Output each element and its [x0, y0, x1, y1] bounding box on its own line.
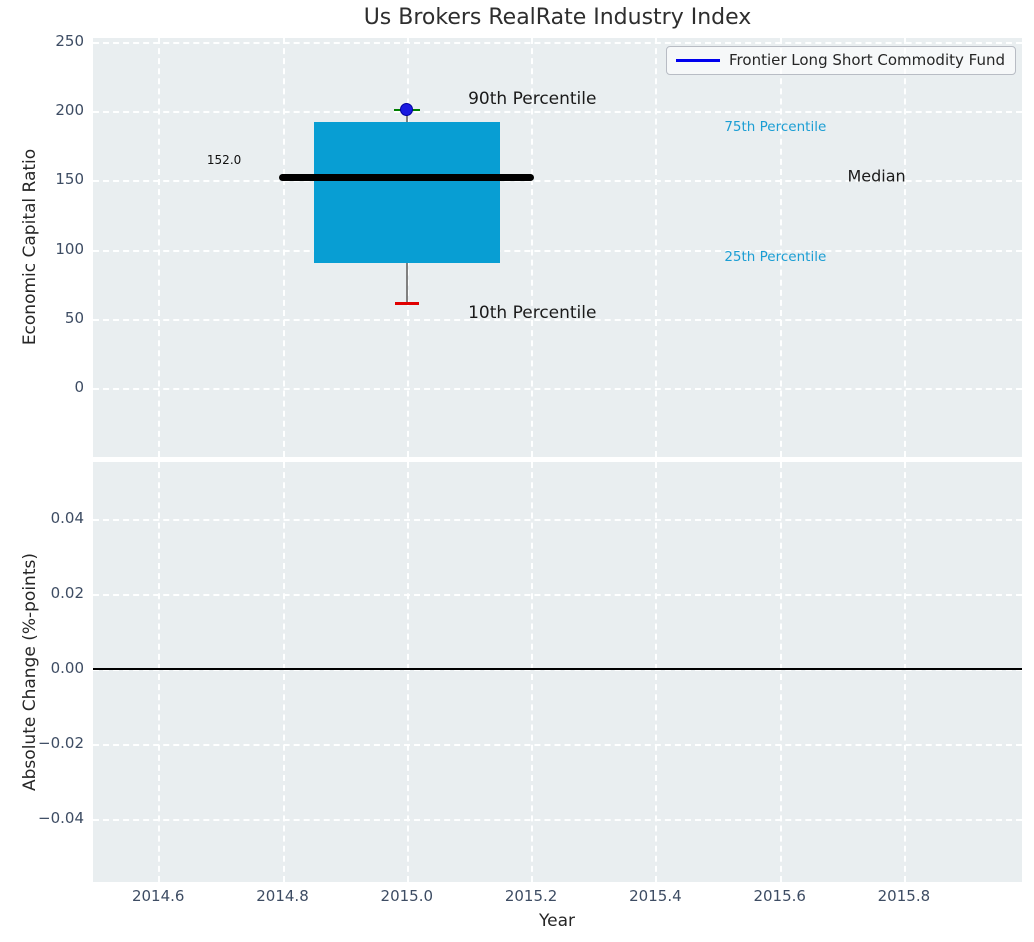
gridline-horizontal [93, 819, 1022, 821]
whisker-cap-lower [394, 302, 419, 305]
gridline-horizontal [93, 594, 1022, 596]
legend-label: Frontier Long Short Commodity Fund [729, 51, 1005, 69]
box-iqr [313, 121, 500, 264]
x-tick-label: 2014.6 [131, 887, 185, 905]
annotation-75th-percentile: 75th Percentile [724, 118, 827, 135]
gridline-horizontal [93, 42, 1022, 45]
gridline-horizontal [93, 744, 1022, 746]
gridline-vertical [903, 462, 906, 882]
gridline-vertical [406, 462, 409, 882]
chart-title: Us Brokers RealRate Industry Index [363, 5, 752, 30]
x-tick-label: 2015.0 [380, 887, 434, 905]
y-tick-label: 100 [55, 239, 84, 258]
gridline-vertical [779, 38, 782, 457]
y-tick-label: 200 [55, 101, 84, 120]
gridline-vertical [531, 462, 534, 882]
legend: Frontier Long Short Commodity Fund [666, 46, 1016, 75]
y-tick-label: 0 [74, 377, 84, 396]
gridline-horizontal [93, 111, 1022, 114]
x-tick-label: 2015.8 [877, 887, 931, 905]
gridline-horizontal [93, 180, 1022, 183]
gridline-vertical [655, 38, 658, 457]
annotation-median: Median [847, 166, 906, 186]
annotation-25th-percentile: 25th Percentile [724, 248, 827, 265]
gridline-horizontal [93, 318, 1022, 321]
y-tick-label: 150 [55, 170, 84, 189]
gridline-horizontal [93, 249, 1022, 252]
gridline-horizontal [93, 387, 1022, 390]
zero-line [93, 668, 1022, 670]
y-tick-label: −0.04 [38, 809, 84, 827]
gridline-vertical [158, 462, 161, 882]
gridline-horizontal [93, 519, 1022, 521]
y-tick-label: 250 [55, 32, 84, 51]
gridline-vertical [158, 38, 161, 457]
bottom-plot [93, 462, 1022, 882]
data-point-marker [400, 103, 414, 117]
annotation-90th-percentile: 90th Percentile [468, 88, 597, 109]
y-tick-label: 0.02 [50, 584, 84, 602]
gridline-vertical [282, 462, 285, 882]
legend-line-swatch [676, 58, 721, 62]
x-tick-label: 2014.8 [256, 887, 309, 905]
x-tick-label: 2015.6 [753, 887, 806, 905]
median-line [279, 174, 535, 182]
gridline-vertical [779, 462, 782, 882]
y-tick-label: −0.02 [38, 734, 84, 752]
y-tick-label: 0.00 [50, 659, 84, 677]
x-axis-label: Year [539, 911, 575, 931]
x-tick-label: 2015.4 [629, 887, 682, 905]
x-tick-label: 2015.2 [504, 887, 558, 905]
gridline-vertical [531, 38, 534, 457]
y-tick-label: 0.04 [50, 509, 84, 527]
y-tick-label: 50 [64, 308, 84, 327]
annotation-10th-percentile: 10th Percentile [468, 303, 597, 324]
gridline-vertical [903, 38, 906, 457]
gridline-vertical [282, 38, 285, 457]
gridline-horizontal [93, 669, 1022, 671]
annotation-median-value: 152.0 [206, 152, 242, 167]
top-plot: Frontier Long Short Commodity Fund 90th … [93, 38, 1022, 457]
gridline-vertical [655, 462, 658, 882]
